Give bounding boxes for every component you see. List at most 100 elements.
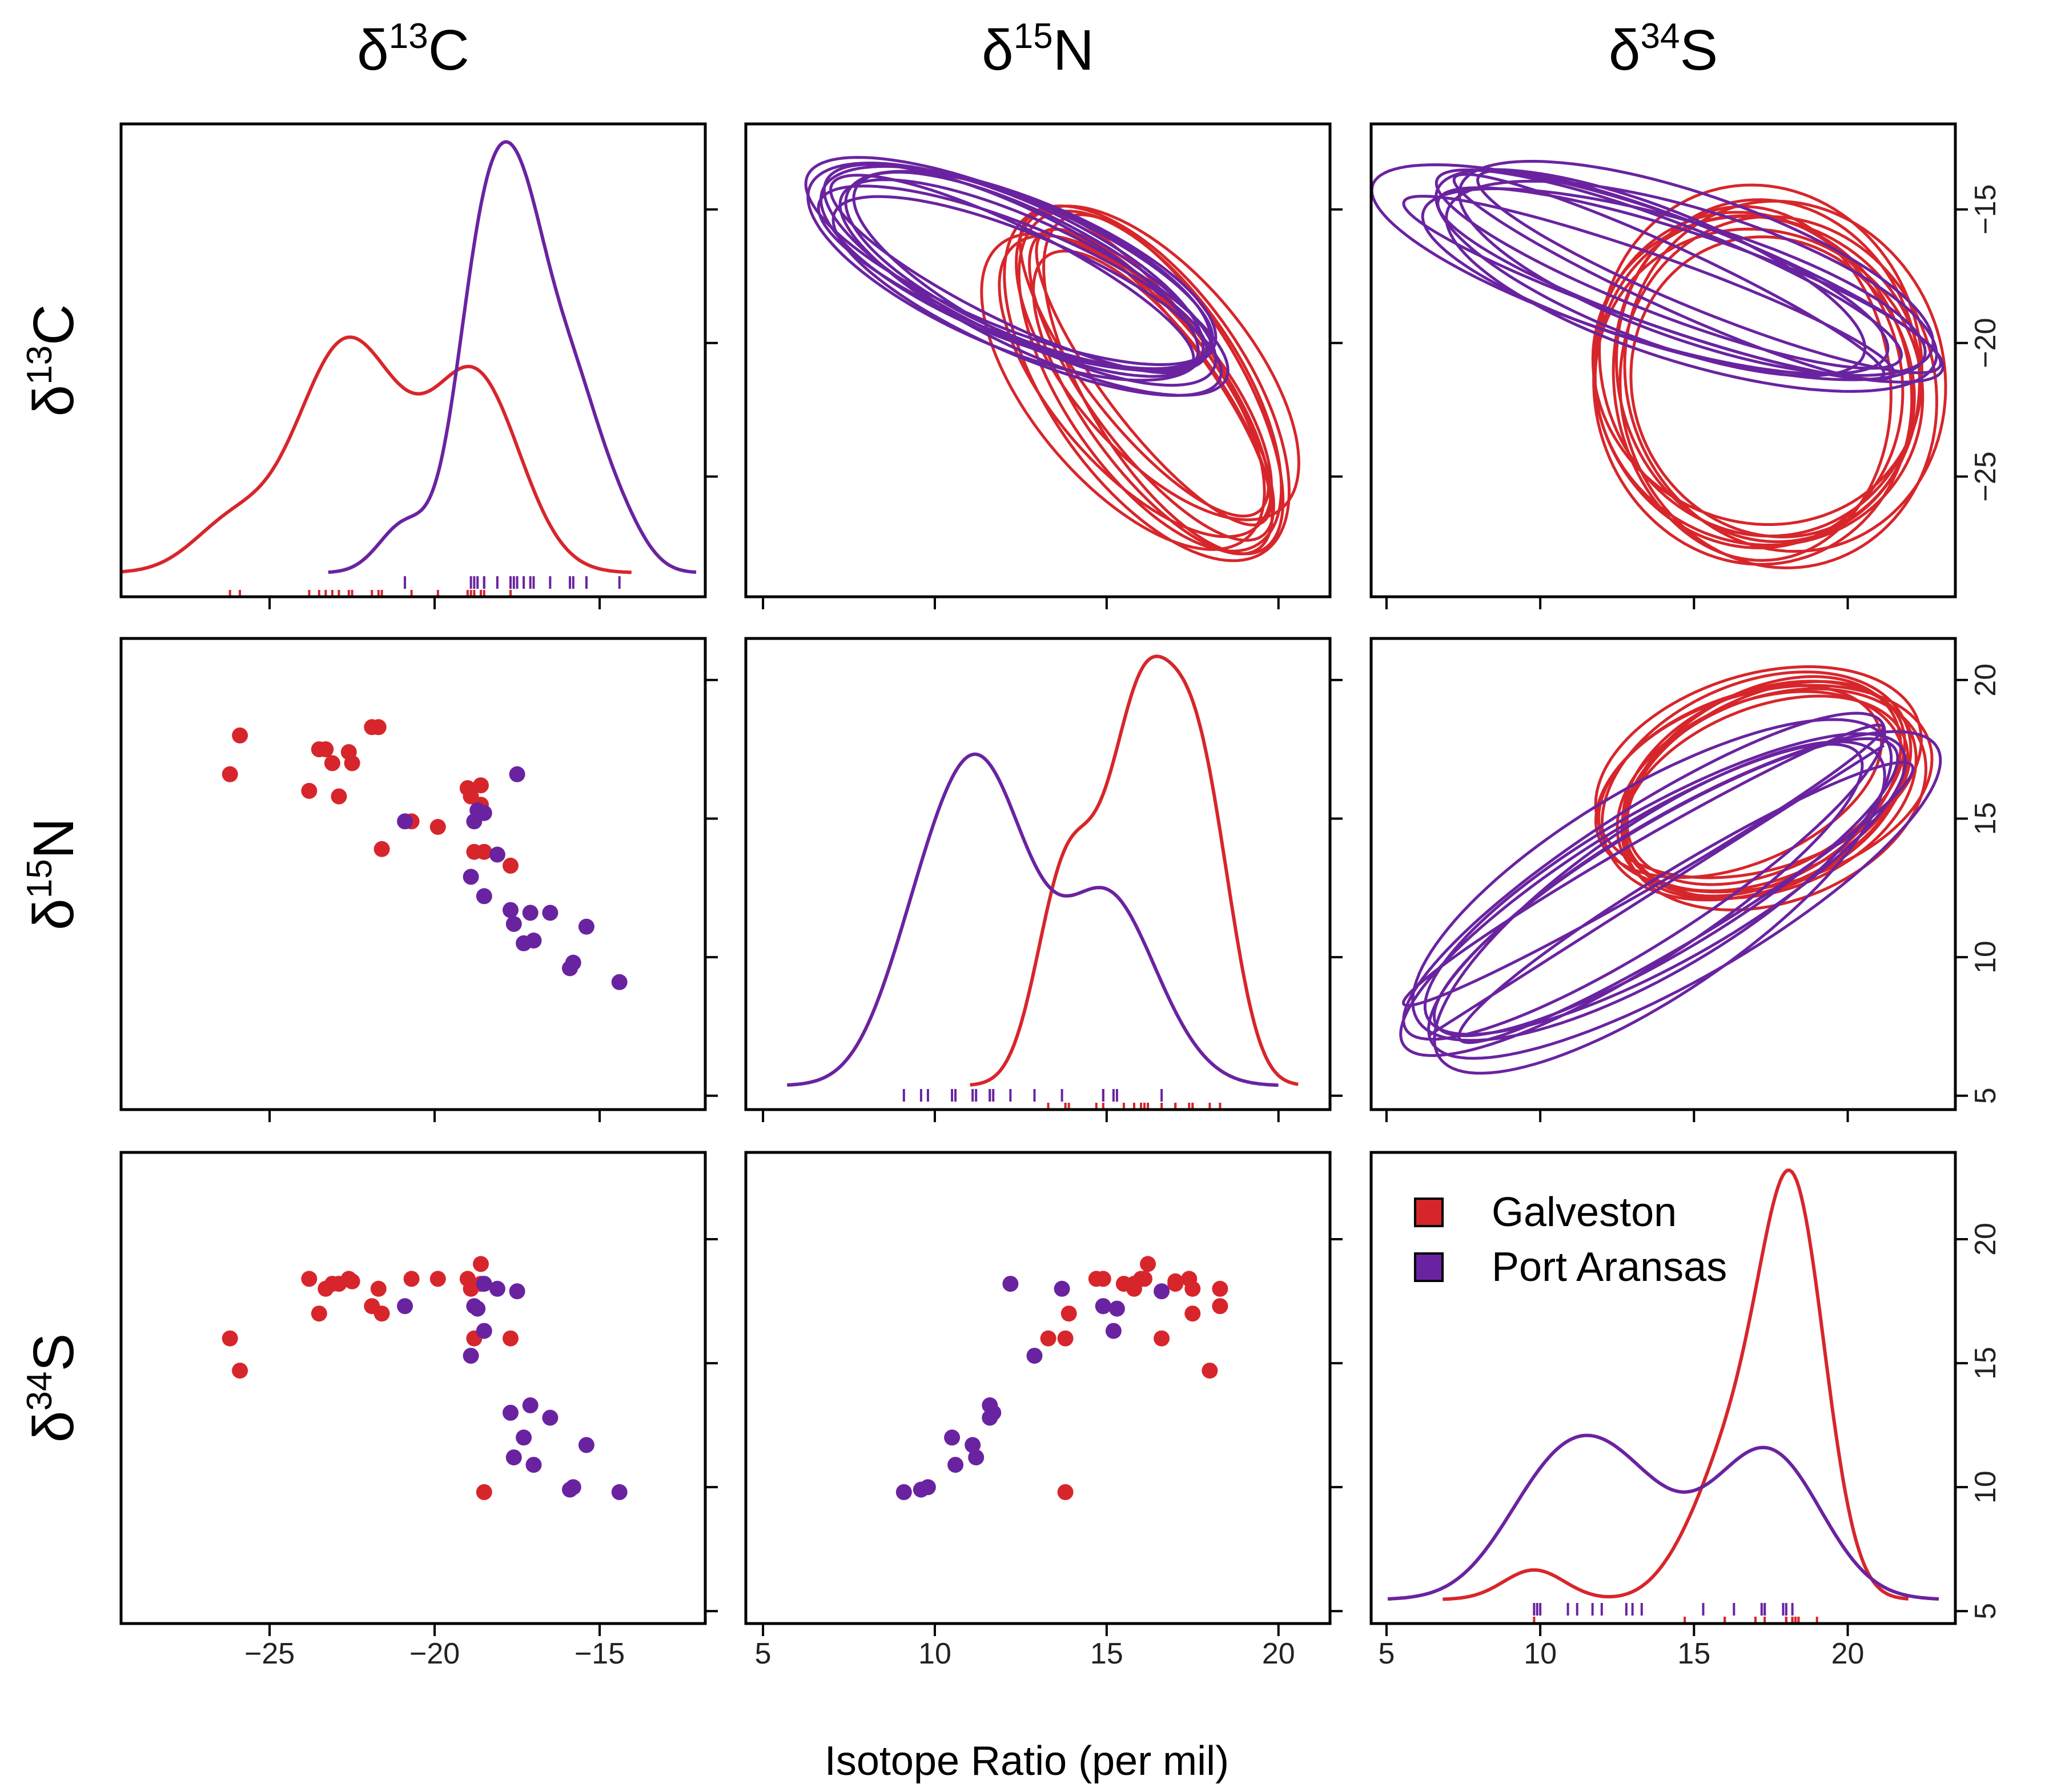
scatter-point-port-aransas: [1154, 1283, 1170, 1300]
scatter-point-galveston: [301, 1271, 318, 1287]
scatter-point-port-aransas: [522, 905, 539, 921]
y-tick-label-d15N: 20: [1969, 664, 2002, 697]
panel-frame: [119, 637, 707, 1111]
scatter-point-galveston: [503, 1330, 519, 1347]
y-tick-label-d34S: 5: [1969, 1603, 2002, 1620]
density-line-galveston: [970, 654, 1299, 1087]
panel-r1-c2: [744, 122, 1332, 598]
panel-frame: [744, 122, 1332, 598]
scatter-point-galveston: [373, 841, 390, 857]
scatter-point-port-aransas: [469, 1300, 486, 1317]
y-tick-label-d34S: 10: [1969, 1470, 2002, 1504]
y-tick-label-d15N: 10: [1969, 941, 2002, 974]
scatter-point-galveston: [370, 1280, 387, 1297]
scatter-point-port-aransas: [1054, 1280, 1070, 1297]
scatter-point-port-aransas: [611, 974, 628, 990]
scatter-point-galveston: [232, 727, 248, 744]
scatter-point-port-aransas: [895, 1484, 912, 1500]
row-title-d15N: δ15N: [20, 818, 86, 930]
scatter-point-galveston: [1057, 1330, 1074, 1347]
ellipse-port-aransas: [1421, 187, 1927, 381]
scatter-point-galveston: [324, 755, 340, 772]
scatter-point-galveston: [331, 788, 347, 805]
panel-frame: [119, 1151, 707, 1625]
scatter-point-galveston: [403, 1271, 420, 1287]
ellipse-port-aransas: [804, 156, 1215, 367]
x-tick-label-d13C: −15: [574, 1637, 625, 1670]
legend-swatch-galveston: [1414, 1198, 1444, 1227]
scatter-point-port-aransas: [944, 1429, 961, 1446]
scatter-point-port-aransas: [947, 1457, 964, 1473]
scatter-point-port-aransas: [397, 1298, 413, 1315]
panel-r3-c1: [119, 1151, 707, 1625]
scatter-point-galveston: [1181, 1271, 1198, 1287]
scatter-point-port-aransas: [1105, 1323, 1122, 1339]
ellipse-galveston: [1616, 690, 1906, 901]
x-axis-title: Isotope Ratio (per mil): [825, 1738, 1229, 1784]
scatter-point-port-aransas: [522, 1397, 539, 1413]
scatter-point-port-aransas: [1108, 1300, 1125, 1317]
scatter-point-galveston: [1060, 1305, 1077, 1322]
scatter-point-galveston: [344, 1273, 360, 1289]
scatter-point-port-aransas: [542, 1409, 559, 1426]
scatter-point-port-aransas: [919, 1479, 936, 1496]
panel-content: [787, 654, 1299, 1110]
scatter-point-galveston: [1184, 1305, 1201, 1322]
panel-frame: [744, 1151, 1332, 1625]
scatter-point-galveston: [1140, 1256, 1156, 1272]
axes: −25 −20 −15 5 10 15 20 5 10 15 20 −15 −20 −25 20 15 10 5 2…: [244, 184, 2002, 1670]
scatter-point-port-aransas: [476, 888, 492, 905]
row-titles: δ13C δ15N δ34S: [20, 304, 86, 1443]
scatter-point-port-aransas: [505, 1449, 522, 1466]
panel-frame: [1369, 637, 1957, 1111]
x-tick-label-d13C: −20: [409, 1637, 460, 1670]
ellipse-galveston: [980, 232, 1266, 551]
panel-content: [1371, 159, 1947, 569]
ellipse-galveston: [1618, 215, 1938, 569]
x-tick-label-d34S: 20: [1831, 1637, 1865, 1670]
scatter-point-galveston: [370, 719, 387, 736]
scatter-point-galveston: [476, 843, 492, 860]
scatter-point-port-aransas: [463, 1348, 479, 1364]
scatter-point-galveston: [429, 819, 446, 835]
scatter-point-galveston: [1212, 1280, 1228, 1297]
panels: [119, 122, 1957, 1625]
ellipse-galveston: [1003, 204, 1291, 562]
ellipse-galveston: [1031, 250, 1274, 556]
scatter-point-galveston: [318, 741, 334, 758]
scatter-point-galveston: [1040, 1330, 1056, 1347]
x-tick-label-d13C: −25: [244, 1637, 295, 1670]
ellipse-port-aransas: [1433, 740, 1886, 1075]
ellipse-port-aransas: [1428, 744, 1885, 1037]
legend-label-galveston: Galveston: [1492, 1190, 1677, 1235]
scatter-point-port-aransas: [525, 1457, 542, 1473]
ellipse-galveston: [1015, 204, 1300, 521]
scatter-point-galveston: [476, 1484, 492, 1500]
scatter-point-galveston: [1057, 1484, 1074, 1500]
panel-frame: [1369, 122, 1957, 598]
panel-frame: [119, 122, 707, 598]
scatter-point-galveston: [373, 1305, 390, 1322]
scatter-point-port-aransas: [565, 954, 581, 971]
x-tick-label-d34S: 10: [1524, 1637, 1557, 1670]
scatter-point-port-aransas: [1002, 1276, 1019, 1292]
density-line-galveston: [121, 335, 632, 574]
scatter-point-port-aransas: [982, 1397, 998, 1413]
scatter-point-galveston: [311, 1305, 327, 1322]
panel-content: [1399, 665, 1942, 1075]
ellipse-galveston: [1620, 687, 1928, 911]
scatter-point-galveston: [1154, 1330, 1170, 1347]
scatter-point-port-aransas: [565, 1479, 581, 1496]
scatter-point-port-aransas: [503, 902, 519, 918]
row-title-d34S: δ34S: [20, 1333, 86, 1443]
scatter-point-port-aransas: [542, 905, 559, 921]
panel-content: [121, 140, 697, 597]
ellipse-port-aransas: [1423, 732, 1907, 1036]
density-line-port-aransas: [787, 752, 1279, 1087]
panel-r2-c2: [744, 637, 1332, 1111]
column-titles: δ13C δ15N δ34S: [357, 17, 1718, 82]
scatter-point-port-aransas: [525, 933, 542, 949]
scatter-point-port-aransas: [503, 1404, 519, 1421]
scatter-point-port-aransas: [578, 918, 594, 935]
